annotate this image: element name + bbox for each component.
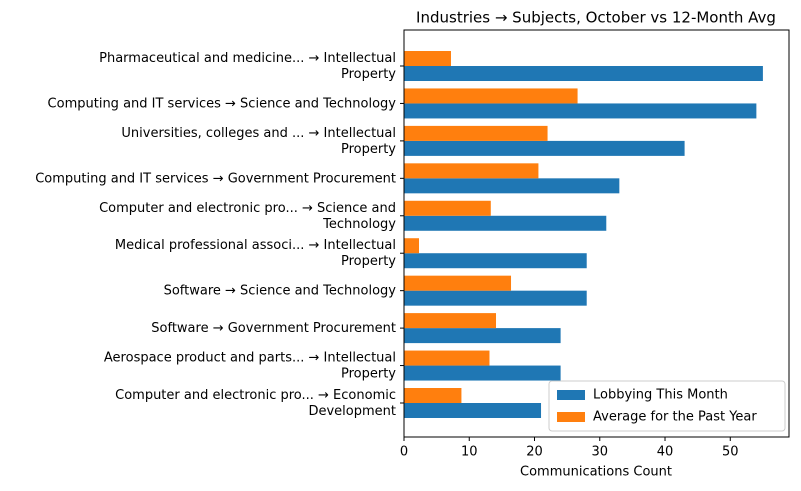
y-tick-label: Computing and IT services → Government P… xyxy=(35,171,396,186)
legend-box xyxy=(548,380,786,432)
x-tick-label: 40 xyxy=(657,445,674,460)
label-line: Pharmaceutical and medicine... → Intelle… xyxy=(99,51,396,66)
label-line: Property xyxy=(341,67,396,82)
bar xyxy=(404,403,542,418)
label-line: Computer and electronic pro... → Science… xyxy=(99,200,396,215)
bar xyxy=(404,290,587,306)
bar xyxy=(404,313,497,329)
bar xyxy=(404,275,512,291)
bar xyxy=(404,215,607,231)
chart-title: Industries → Subjects, October vs 12-Mon… xyxy=(416,9,776,27)
legend-swatch xyxy=(557,390,585,400)
label-line: Software → Government Procurement xyxy=(151,321,396,336)
bar xyxy=(404,125,548,141)
bar xyxy=(404,388,462,403)
label-line: Property xyxy=(341,366,396,381)
y-tick-label: Medical professional associ... → Intelle… xyxy=(115,238,396,269)
bar xyxy=(404,365,561,381)
x-axis-label: Communications Count xyxy=(520,465,672,480)
legend-label: Lobbying This Month xyxy=(593,388,728,403)
plot-frame xyxy=(403,29,790,438)
label-line: Property xyxy=(341,141,396,156)
label-line: Universities, colleges and ... → Intelle… xyxy=(121,125,396,140)
x-tick-label: 50 xyxy=(722,445,739,460)
bar xyxy=(404,66,763,81)
x-tick-label: 10 xyxy=(461,445,478,460)
label-line: Medical professional associ... → Intelle… xyxy=(115,238,396,253)
bar xyxy=(404,88,578,104)
y-tick-label: Computer and electronic pro... → Economi… xyxy=(115,388,396,419)
label-line: Computer and electronic pro... → Economi… xyxy=(115,388,396,403)
y-tick-label: Software → Government Procurement xyxy=(151,321,396,336)
y-tick-label: Software → Science and Technology xyxy=(164,283,397,298)
bar xyxy=(404,253,587,269)
label-line: Property xyxy=(341,254,396,269)
bar xyxy=(404,140,685,156)
bar xyxy=(404,51,451,66)
bar xyxy=(404,238,420,254)
legend-swatch xyxy=(557,412,585,422)
x-tick-label: 30 xyxy=(591,445,608,460)
label-line: Computing and IT services → Science and … xyxy=(48,96,397,111)
x-tick-label: 0 xyxy=(400,445,408,460)
label-line: Computing and IT services → Government P… xyxy=(35,171,396,186)
bar xyxy=(404,103,757,119)
x-tick-label: 20 xyxy=(526,445,543,460)
legend-label: Average for the Past Year xyxy=(593,410,757,425)
y-tick-label: Aerospace product and parts... → Intelle… xyxy=(104,350,396,381)
y-tick-label: Computer and electronic pro... → Science… xyxy=(99,200,396,231)
bar xyxy=(404,350,490,366)
y-tick-label: Universities, colleges and ... → Intelle… xyxy=(121,125,396,156)
label-line: Development xyxy=(308,404,396,419)
label-line: Aerospace product and parts... → Intelle… xyxy=(104,350,396,365)
bar xyxy=(404,328,561,344)
bar xyxy=(404,178,620,194)
label-line: Software → Science and Technology xyxy=(164,283,397,298)
y-tick-label: Computing and IT services → Science and … xyxy=(48,96,397,111)
bar xyxy=(404,163,539,179)
label-line: Technology xyxy=(322,216,396,231)
bar xyxy=(404,200,491,216)
y-tick-label: Pharmaceutical and medicine... → Intelle… xyxy=(99,51,396,82)
